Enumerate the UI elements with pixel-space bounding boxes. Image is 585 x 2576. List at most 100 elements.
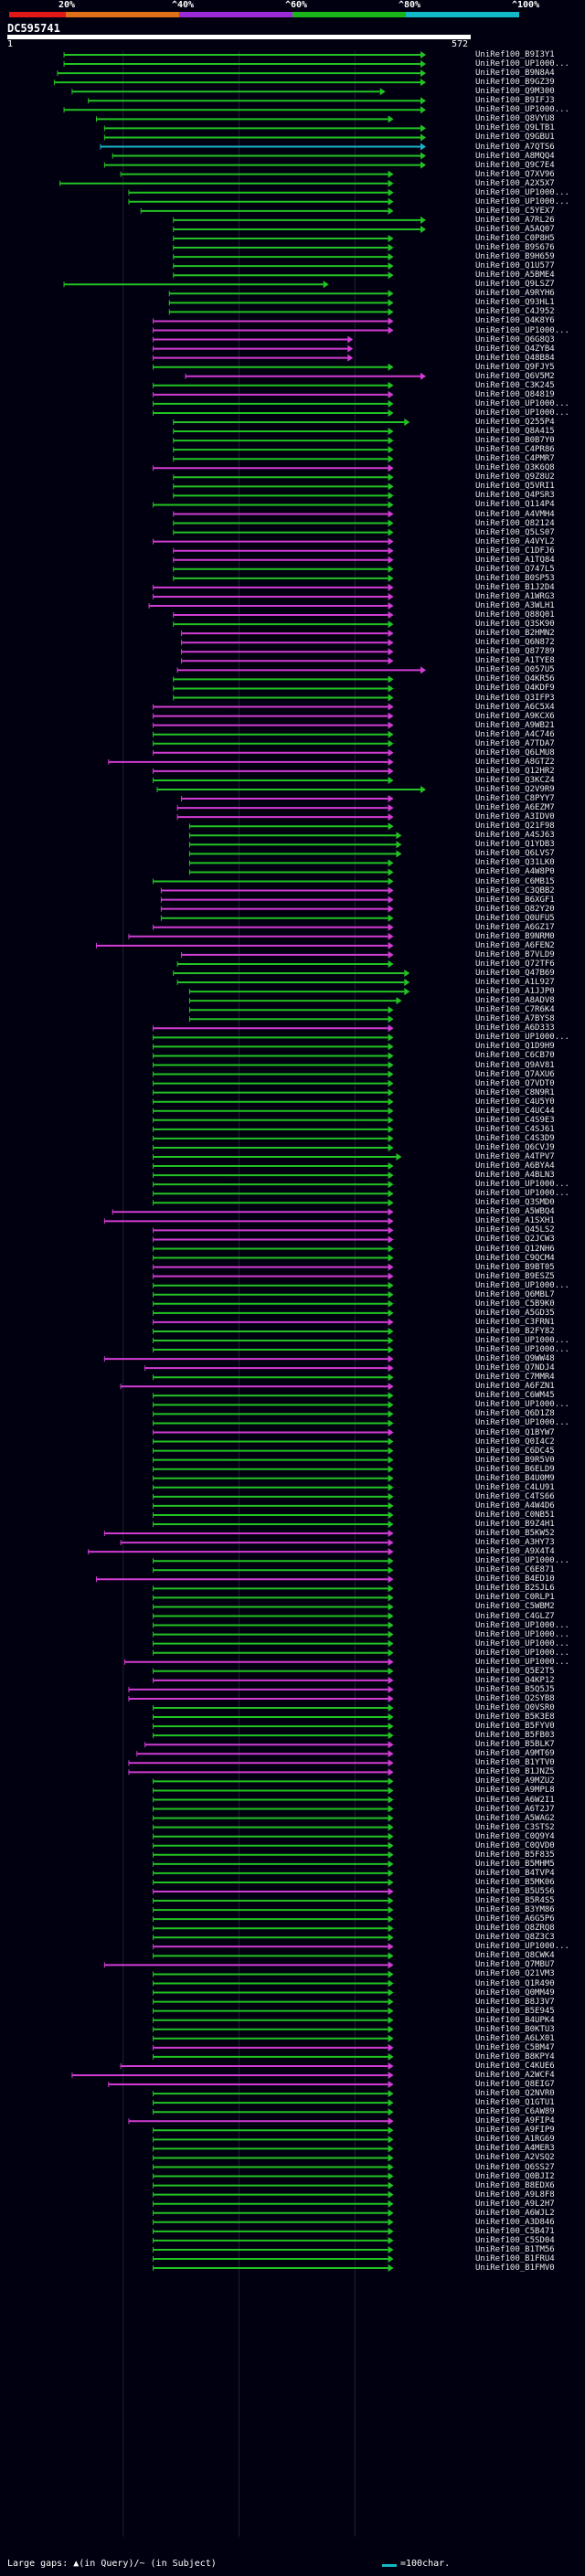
hit-label[interactable]: UniRef100_A8ADV8 bbox=[475, 996, 555, 1006]
hit-label[interactable]: UniRef100_B9IFJ3 bbox=[475, 96, 555, 106]
hit-label[interactable]: UniRef100_UP1000... bbox=[475, 187, 569, 197]
hit-label[interactable]: UniRef100_Q3SK90 bbox=[475, 620, 555, 630]
hit-label[interactable]: UniRef100_A3WLH1 bbox=[475, 601, 555, 610]
hit-label[interactable]: UniRef100_A4SJ63 bbox=[475, 831, 555, 841]
hit-label[interactable]: UniRef100_A4W8P0 bbox=[475, 867, 555, 877]
hit-label[interactable]: UniRef100_Q4KP12 bbox=[475, 1675, 555, 1685]
hit-label[interactable]: UniRef100_B8EDX6 bbox=[475, 2180, 555, 2190]
hit-label[interactable]: UniRef100_B8KPY4 bbox=[475, 2051, 555, 2062]
hit-label[interactable]: UniRef100_A4W4D6 bbox=[475, 1500, 555, 1511]
hit-label[interactable]: UniRef100_Q6SS27 bbox=[475, 2162, 555, 2172]
hit-label[interactable]: UniRef100_Q3K6Q8 bbox=[475, 463, 555, 473]
hit-label[interactable]: UniRef100_A2X5X7 bbox=[475, 178, 555, 188]
hit-label[interactable]: UniRef100_Q2NVR0 bbox=[475, 2089, 555, 2099]
hit-label[interactable]: UniRef100_Q9C7E4 bbox=[475, 160, 555, 170]
hit-label[interactable]: UniRef100_B5Q5J5 bbox=[475, 1684, 555, 1694]
hit-label[interactable]: UniRef100_Q6LMU8 bbox=[475, 747, 555, 758]
hit-label[interactable]: UniRef100_Q6LVS7 bbox=[475, 849, 555, 859]
hit-label[interactable]: UniRef100_C4TS66 bbox=[475, 1491, 555, 1501]
hit-label[interactable]: UniRef100_UP1000... bbox=[475, 1629, 569, 1639]
hit-label[interactable]: UniRef100_B5K3E8 bbox=[475, 1712, 555, 1723]
hit-label[interactable]: UniRef100_B5FB03 bbox=[475, 1731, 555, 1741]
hit-label[interactable]: UniRef100_C0RLP1 bbox=[475, 1593, 555, 1603]
hit-label[interactable]: UniRef100_Q1U577 bbox=[475, 261, 555, 271]
hit-label[interactable]: UniRef100_C1DFJ6 bbox=[475, 546, 555, 556]
hit-label[interactable]: UniRef100_A2VSQ2 bbox=[475, 2153, 555, 2163]
hit-label[interactable]: UniRef100_Q8EIG7 bbox=[475, 2080, 555, 2090]
hit-label[interactable]: UniRef100_A6GZ17 bbox=[475, 922, 555, 932]
hit-label[interactable]: UniRef100_Q12NH6 bbox=[475, 1244, 555, 1254]
hit-label[interactable]: UniRef100_B3YM86 bbox=[475, 1905, 555, 1915]
hit-label[interactable]: UniRef100_Q1BYW7 bbox=[475, 1427, 555, 1437]
hit-label[interactable]: UniRef100_UP1000... bbox=[475, 1189, 569, 1199]
hit-label[interactable]: UniRef100_Q1YDB3 bbox=[475, 840, 555, 850]
hit-label[interactable]: UniRef100_C0QVD0 bbox=[475, 1840, 555, 1850]
hit-label[interactable]: UniRef100_Q8VYU8 bbox=[475, 114, 555, 124]
hit-label[interactable]: UniRef100_C4UC44 bbox=[475, 1106, 555, 1116]
hit-label[interactable]: UniRef100_UP1000... bbox=[475, 1336, 569, 1345]
hit-label[interactable]: UniRef100_A5BME4 bbox=[475, 270, 555, 281]
hit-label[interactable]: UniRef100_Q6MBL7 bbox=[475, 1289, 555, 1299]
hit-label[interactable]: UniRef100_C6CB70 bbox=[475, 1051, 555, 1061]
hit-label[interactable]: UniRef100_A6WJL2 bbox=[475, 2208, 555, 2218]
hit-label[interactable]: UniRef100_A1RG69 bbox=[475, 2135, 555, 2145]
hit-label[interactable]: UniRef100_Q84819 bbox=[475, 389, 555, 399]
hit-label[interactable]: UniRef100_Q5LS07 bbox=[475, 527, 555, 537]
hit-label[interactable]: UniRef100_A4BLN3 bbox=[475, 1171, 555, 1181]
hit-label[interactable]: UniRef100_A6T2J7 bbox=[475, 1804, 555, 1814]
hit-label[interactable]: UniRef100_B4ED10 bbox=[475, 1574, 555, 1585]
hit-label[interactable]: UniRef100_Q2JCW3 bbox=[475, 1235, 555, 1245]
hit-label[interactable]: UniRef100_C3FRN1 bbox=[475, 1317, 555, 1327]
hit-label[interactable]: UniRef100_Q72TF6 bbox=[475, 959, 555, 969]
hit-label[interactable]: UniRef100_A4VMH4 bbox=[475, 509, 555, 519]
hit-label[interactable]: UniRef100_Q1R490 bbox=[475, 1978, 555, 1988]
hit-label[interactable]: UniRef100_Q9WW48 bbox=[475, 1354, 555, 1364]
hit-label[interactable]: UniRef100_Q3IFP3 bbox=[475, 693, 555, 703]
hit-label[interactable]: UniRef100_C4PR86 bbox=[475, 445, 555, 455]
hit-label[interactable]: UniRef100_Q747L5 bbox=[475, 564, 555, 574]
hit-label[interactable]: UniRef100_Q4K8Y6 bbox=[475, 316, 555, 326]
hit-label[interactable]: UniRef100_C6WM45 bbox=[475, 1391, 555, 1401]
hit-label[interactable]: UniRef100_Q0MM49 bbox=[475, 1988, 555, 1998]
hit-label[interactable]: UniRef100_A9WB21 bbox=[475, 720, 555, 730]
hit-label[interactable]: UniRef100_B0B7Y0 bbox=[475, 436, 555, 446]
hit-label[interactable]: UniRef100_C8N9R1 bbox=[475, 1087, 555, 1097]
hit-label[interactable]: UniRef100_C5BM47 bbox=[475, 2042, 555, 2052]
hit-label[interactable]: UniRef100_C4GLZ7 bbox=[475, 1611, 555, 1621]
hit-label[interactable]: UniRef100_Q6CVJ9 bbox=[475, 1142, 555, 1152]
hit-label[interactable]: UniRef100_Q9AV81 bbox=[475, 1060, 555, 1070]
hit-label[interactable]: UniRef100_B9R5V0 bbox=[475, 1455, 555, 1465]
hit-label[interactable]: UniRef100_UP1000... bbox=[475, 1638, 569, 1648]
hit-label[interactable]: UniRef100_Q21F98 bbox=[475, 822, 555, 832]
hit-label[interactable]: UniRef100_Q45LS2 bbox=[475, 1225, 555, 1235]
hit-label[interactable]: UniRef100_UP1000... bbox=[475, 1033, 569, 1043]
hit-label[interactable]: UniRef100_B4TVP4 bbox=[475, 1868, 555, 1878]
hit-label[interactable]: UniRef100_Q6V5M2 bbox=[475, 371, 555, 381]
hit-label[interactable]: UniRef100_B0SP53 bbox=[475, 573, 555, 583]
hit-label[interactable]: UniRef100_A9FIP9 bbox=[475, 2125, 555, 2136]
hit-label[interactable]: UniRef100_Q7VDT0 bbox=[475, 1078, 555, 1088]
hit-label[interactable]: UniRef100_C6AW89 bbox=[475, 2107, 555, 2117]
hit-label[interactable]: UniRef100_A4MER3 bbox=[475, 2144, 555, 2154]
hit-label[interactable]: UniRef100_A1WRG3 bbox=[475, 591, 555, 601]
hit-label[interactable]: UniRef100_A1L927 bbox=[475, 978, 555, 988]
hit-label[interactable]: UniRef100_B9I3Y1 bbox=[475, 50, 555, 59]
hit-label[interactable]: UniRef100_B1YTV0 bbox=[475, 1758, 555, 1768]
hit-label[interactable]: UniRef100_B9N8A4 bbox=[475, 69, 555, 79]
hit-label[interactable]: UniRef100_A9X4T4 bbox=[475, 1547, 555, 1557]
hit-label[interactable]: UniRef100_Q8A415 bbox=[475, 427, 555, 437]
hit-label[interactable]: UniRef100_B5KW52 bbox=[475, 1529, 555, 1539]
hit-label[interactable]: UniRef100_Q8Z3C3 bbox=[475, 1933, 555, 1943]
hit-label[interactable]: UniRef100_Q9FJY5 bbox=[475, 362, 555, 372]
hit-label[interactable]: UniRef100_A6C5X4 bbox=[475, 702, 555, 712]
hit-label[interactable]: UniRef100_A3D846 bbox=[475, 2217, 555, 2227]
hit-label[interactable]: UniRef100_A9MT69 bbox=[475, 1749, 555, 1759]
hit-label[interactable]: UniRef100_B1JNZ5 bbox=[475, 1767, 555, 1777]
hit-label[interactable]: UniRef100_C0Q9Y4 bbox=[475, 1831, 555, 1841]
hit-label[interactable]: UniRef100_Q9LSZ7 bbox=[475, 280, 555, 290]
hit-label[interactable]: UniRef100_C5B9K0 bbox=[475, 1299, 555, 1309]
hit-label[interactable]: UniRef100_A6LX01 bbox=[475, 2033, 555, 2043]
hit-label[interactable]: UniRef100_Q9M300 bbox=[475, 87, 555, 97]
hit-label[interactable]: UniRef100_A5AQ07 bbox=[475, 224, 555, 234]
hit-label[interactable]: UniRef100_Q6N872 bbox=[475, 638, 555, 648]
